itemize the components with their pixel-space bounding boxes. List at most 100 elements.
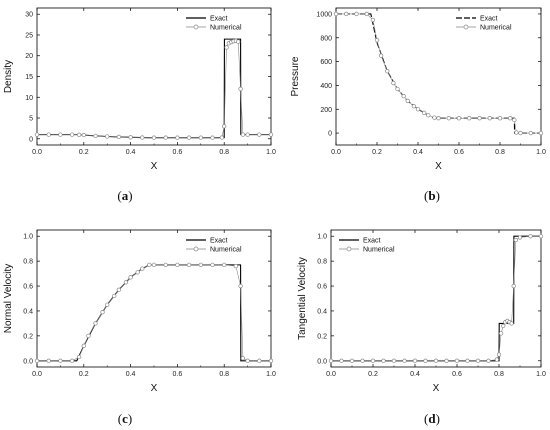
x-tick-label: 1.0 — [536, 371, 546, 378]
legend-marker-numerical — [193, 246, 199, 252]
x-tick-label: 0.4 — [410, 371, 420, 378]
legend: Exact Numerical — [456, 16, 512, 32]
y-tick-label: 0 — [29, 136, 33, 143]
numerical-point — [385, 68, 390, 74]
caption-a: (a) — [95, 188, 155, 204]
numerical-point — [411, 104, 417, 109]
y-tick-label: 30 — [25, 12, 33, 19]
x-tick-label: 1.0 — [536, 149, 546, 156]
numerical-point — [511, 283, 516, 289]
legend-label: Exact — [363, 238, 381, 245]
numerical-point — [364, 11, 369, 17]
numerical-point — [140, 135, 145, 140]
numerical-point — [58, 132, 63, 137]
series-numerical — [333, 11, 544, 136]
numerical-point — [349, 358, 355, 363]
numerical-point — [487, 116, 492, 121]
numerical-point — [354, 11, 359, 17]
x-tick-label: 0.6 — [452, 371, 462, 378]
x-tick-label: 0.8 — [219, 149, 229, 156]
legend: Exact Numerical — [186, 238, 242, 254]
y-tick-label: 1.0 — [23, 234, 33, 241]
numerical-line — [37, 40, 271, 138]
x-axis-title: X — [151, 383, 158, 394]
numerical-point — [198, 135, 203, 140]
y-tick-label: 400 — [320, 83, 332, 90]
numerical-point — [128, 275, 133, 280]
y-tick-label: 5 — [29, 116, 33, 123]
numerical-point — [222, 124, 227, 129]
x-tick-label: 0.6 — [173, 371, 183, 378]
numerical-point — [328, 358, 334, 363]
numerical-point — [433, 358, 439, 363]
y-axis-title: Pressure — [290, 56, 301, 96]
numerical-point — [116, 287, 122, 292]
legend: Exact Numerical — [186, 16, 242, 32]
numerical-point — [240, 356, 246, 361]
numerical-point — [69, 358, 75, 363]
numerical-point — [219, 135, 225, 140]
numerical-point — [405, 98, 410, 104]
numerical-point — [116, 134, 122, 140]
y-tick-label: 0.6 — [317, 284, 327, 291]
caption-a-letter: a — [121, 188, 129, 203]
numerical-point — [186, 262, 192, 268]
numerical-point — [46, 358, 51, 363]
numerical-point — [454, 358, 460, 363]
numerical-point — [528, 234, 533, 239]
legend-label: Exact — [210, 16, 228, 23]
y-tick-label: 0.4 — [317, 308, 327, 315]
numerical-point — [123, 280, 129, 285]
numerical-point — [224, 45, 229, 50]
numerical-point — [222, 262, 227, 268]
numerical-point — [477, 116, 482, 121]
numerical-point — [513, 237, 518, 243]
x-tick-label: 0.0 — [331, 149, 341, 156]
numerical-point — [446, 116, 451, 121]
y-tick-label: 600 — [320, 59, 332, 66]
numerical-point — [494, 357, 500, 362]
numerical-point — [402, 358, 407, 363]
numerical-point — [69, 132, 75, 137]
numerical-point — [105, 134, 110, 139]
x-tick-label: 0.2 — [79, 149, 89, 156]
numerical-point — [333, 11, 339, 17]
numerical-point — [135, 270, 140, 275]
numerical-point — [34, 132, 40, 137]
numerical-point — [501, 323, 506, 329]
y-tick-label: 25 — [25, 32, 33, 39]
numerical-point — [538, 234, 544, 239]
y-axis-title: Normal Velocity — [3, 264, 14, 333]
x-tick-label: 0.4 — [413, 149, 423, 156]
numerical-point — [163, 262, 168, 268]
x-tick-label: 0.0 — [32, 371, 42, 378]
caption-a-close: ) — [128, 188, 133, 203]
numerical-point — [163, 135, 168, 140]
caption-a-open: ( — [117, 188, 122, 203]
x-tick-label: 0.8 — [219, 371, 229, 378]
legend: Exact Numerical — [339, 238, 395, 254]
numerical-point — [93, 321, 98, 326]
numerical-point — [105, 302, 110, 307]
legend-label: Numerical — [210, 25, 242, 32]
numerical-point — [151, 262, 157, 268]
numerical-point — [339, 358, 344, 363]
caption-d: (d) — [402, 411, 462, 427]
x-tick-label: 0.4 — [126, 149, 136, 156]
numerical-point — [268, 132, 274, 137]
y-tick-label: 10 — [25, 95, 33, 102]
numerical-point — [147, 262, 152, 268]
y-axis-title: Tangential Velocity — [297, 257, 308, 340]
numerical-point — [421, 110, 427, 115]
y-tick-label: 0 — [328, 131, 332, 138]
numerical-point — [512, 117, 517, 123]
caption-c: (c) — [95, 411, 155, 427]
numerical-point — [498, 331, 504, 336]
series-numerical — [34, 262, 274, 363]
numerical-point — [436, 116, 441, 121]
numerical-point — [465, 358, 470, 363]
caption-d-close: ) — [435, 411, 440, 426]
series-numerical — [34, 38, 274, 140]
numerical-point — [233, 263, 239, 269]
numerical-point — [370, 17, 376, 23]
